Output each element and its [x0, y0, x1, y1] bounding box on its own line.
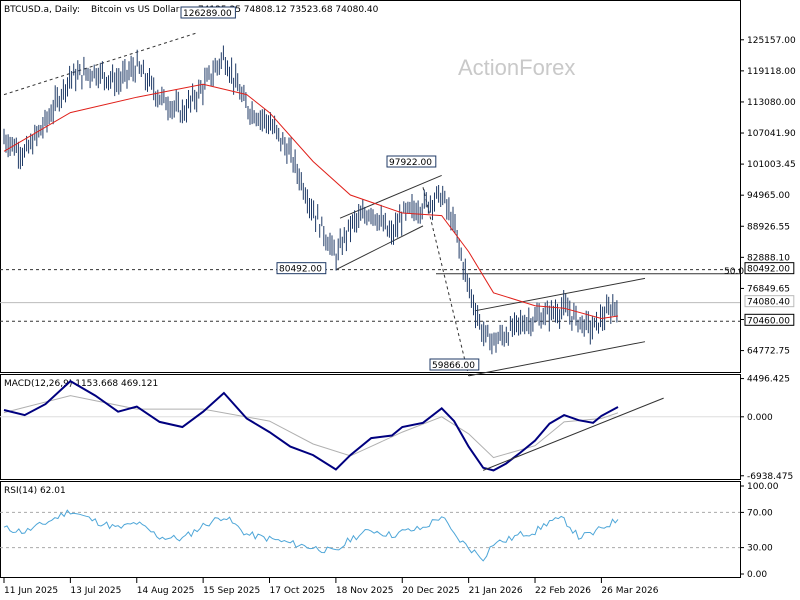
rsi-title: RSI(14) 62.01 — [4, 486, 66, 496]
price-tick-label: 101003.45 — [747, 160, 796, 170]
time-axis: 11 Jun 2025 13 Jul 2025 14 Aug 2025 15 Sep … — [3, 578, 659, 596]
rsi-panel-frame — [0, 481, 741, 578]
label-high: 126289.00 — [183, 9, 232, 19]
time-tick-label: 11 Jun 2025 — [4, 586, 58, 596]
price-panel-frame — [0, 0, 741, 373]
label-low-1: 80492.00 — [279, 265, 322, 275]
label-high-box — [180, 6, 236, 19]
watermark: ActionForex — [458, 55, 575, 80]
macd-signal-line — [3, 395, 619, 459]
label-low-1-box — [276, 262, 327, 275]
rsi-tick-label: 30.00 — [747, 544, 773, 554]
label-current: 74080.40 — [747, 298, 790, 308]
time-tick-label: 21 Jan 2026 — [469, 586, 523, 596]
price-tick-label: 125157.00 — [747, 36, 796, 46]
rsi-tick-label: 70.00 — [747, 508, 773, 518]
macd-title: MACD(12,26,9) 1153.668 469.121 — [4, 379, 158, 389]
price-tick-label: 113080.00 — [747, 98, 796, 108]
long-term-trendline — [3, 32, 198, 96]
label-level-1-box — [744, 262, 795, 275]
time-tick-label: 17 Oct 2025 — [270, 586, 326, 596]
rsi-tick-label: 100.00 — [747, 482, 779, 492]
macd-tick-label: -6938.475 — [747, 472, 793, 482]
macd-lines — [0, 379, 740, 472]
header-description: Bitcoin vs US Dollar — [91, 5, 180, 15]
time-tick-label: 26 Mar 2026 — [601, 586, 658, 596]
time-tick-label: 22 Feb 2026 — [535, 586, 591, 596]
wedge-lower-line — [468, 341, 646, 377]
label-low-2-box — [429, 358, 480, 371]
price-tick-label: 119118.00 — [747, 67, 796, 77]
macd-tick-label: 4496.425 — [747, 375, 790, 385]
rsi-line — [3, 509, 619, 562]
price-axis: 125157.00 119118.00 113080.00 107041.90 1010… — [740, 36, 796, 357]
macd-line — [3, 379, 619, 472]
decline-dashed-line — [422, 187, 470, 376]
header-ohlc: 74135.35 74808.12 73523.68 74080.40 — [198, 5, 379, 15]
price-bars — [3, 45, 618, 355]
label-mid-high-box — [386, 155, 437, 168]
macd-tick-label: 0.000 — [747, 413, 773, 423]
label-mid-high: 97922.00 — [389, 158, 432, 168]
label-current-box — [744, 295, 795, 308]
label-level-2-box — [744, 313, 795, 326]
trend-lines — [3, 32, 646, 377]
moving-average-line — [3, 83, 619, 320]
macd-trendline — [482, 397, 664, 471]
moving-average — [3, 83, 619, 320]
price-tick-label: 88926.55 — [747, 222, 790, 232]
price-tick-label: 107041.90 — [747, 129, 796, 139]
rsi-axis: 100.00 70.00 30.00 0.00 — [740, 482, 779, 580]
time-tick-label: 15 Sep 2025 — [203, 586, 260, 596]
wedge-upper-line — [474, 277, 646, 312]
label-fib: 50.0 — [724, 267, 744, 277]
channel-lower-line — [335, 225, 424, 271]
channel-upper-line — [339, 174, 442, 219]
rsi-tick-label: 0.00 — [747, 570, 767, 580]
label-level-1: 80492.00 — [747, 265, 790, 275]
level-lines — [0, 269, 740, 322]
time-tick-label: 13 Jul 2025 — [70, 586, 121, 596]
price-tick-label: 64772.75 — [747, 347, 790, 357]
price-tick-label: 82888.10 — [747, 253, 790, 263]
time-tick-label: 18 Nov 2025 — [336, 586, 394, 596]
time-tick-label: 20 Dec 2025 — [402, 586, 460, 596]
label-low-2: 59866.00 — [432, 361, 475, 371]
rsi-lines — [0, 509, 740, 562]
label-level-2: 70460.00 — [747, 316, 790, 326]
macd-axis: 4496.425 0.000 -6938.475 — [740, 375, 793, 482]
price-tick-label: 94965.00 — [747, 191, 790, 201]
price-tick-label: 76849.65 — [747, 284, 790, 294]
macd-panel-frame — [0, 374, 741, 480]
header-symbol: BTCUSD.a, Daily: — [4, 5, 80, 15]
time-tick-label: 14 Aug 2025 — [137, 586, 195, 596]
